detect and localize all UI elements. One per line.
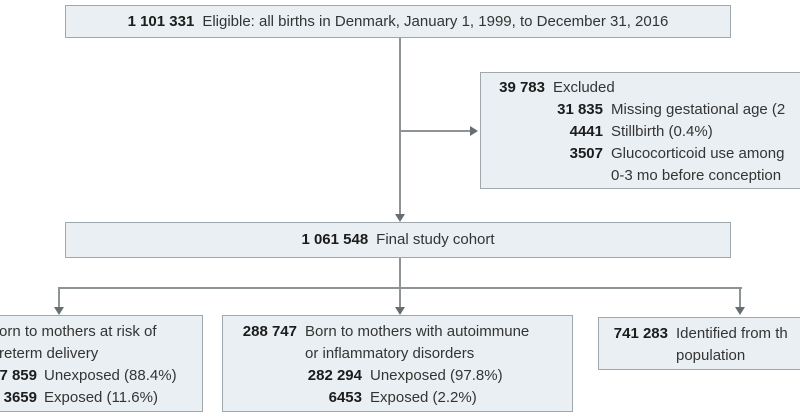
excluded-item-count: 31 835 (557, 101, 603, 118)
excluded-item-label: Stillbirth (0.4%) (611, 123, 713, 140)
background-population-label-line1: Identified from th (676, 325, 788, 342)
preterm-unexposed-label: Unexposed (88.4%) (44, 367, 177, 384)
connector-to-excluded (400, 130, 470, 132)
preterm-unexposed-count: 7 859 (0, 367, 37, 384)
arrow-right-icon (470, 126, 478, 136)
autoimmune-exposed-label: Exposed (2.2%) (370, 389, 477, 406)
excluded-item-continuation: 0-3 mo before conception (611, 167, 782, 184)
arrow-down-icon (395, 307, 405, 315)
eligible-box: 1 101 331 Eligible: all births in Denmar… (65, 5, 731, 38)
final-cohort-label: Final study cohort (376, 231, 495, 248)
excluded-item-label: Glucocorticoid use among (611, 145, 785, 162)
excluded-item-label: Missing gestational age (2 (611, 101, 786, 118)
excluded-box: 39 783 Excluded 31 835 Missing gestation… (480, 72, 800, 189)
preterm-risk-label-line1: orn to mothers at risk of (0, 323, 157, 340)
preterm-risk-label-line2: reterm delivery (0, 345, 99, 362)
connector-drop-middle (399, 288, 401, 307)
background-population-box: 741 283 Identified from th population (598, 317, 800, 370)
connector-top-to-final (399, 38, 401, 214)
excluded-item-row: 4441 Stillbirth (0.4%) (498, 121, 800, 143)
final-cohort-count: 1 061 548 (301, 231, 369, 248)
connector-drop-left (58, 288, 60, 307)
excluded-item-row: 31 835 Missing gestational age (2 (498, 99, 800, 121)
arrow-down-icon (54, 307, 64, 315)
excluded-label: Excluded (553, 79, 615, 96)
arrow-down-icon (735, 307, 745, 315)
autoimmune-label-line2: or inflammatory disorders (305, 345, 475, 362)
autoimmune-header-row: 288 747 Born to mothers with autoimmune (235, 321, 572, 343)
arrow-down-icon (395, 214, 405, 222)
preterm-risk-box: orn to mothers at risk of reterm deliver… (0, 315, 203, 412)
eligible-label: Eligible: all births in Denmark, January… (202, 12, 669, 30)
preterm-risk-row: 3659 Exposed (11.6%) (0, 387, 202, 409)
autoimmune-row: 282 294 Unexposed (97.8%) (235, 365, 572, 387)
excluded-header-row: 39 783 Excluded (498, 77, 800, 99)
autoimmune-box: 288 747 Born to mothers with autoimmune … (222, 315, 573, 412)
excluded-item-row: 3507 Glucocorticoid use among (498, 143, 800, 165)
preterm-exposed-count: 3659 (3, 389, 37, 406)
excluded-item-count: 3507 (569, 145, 603, 162)
autoimmune-count: 288 747 (242, 323, 297, 340)
preterm-exposed-label: Exposed (11.6%) (44, 389, 158, 406)
eligible-count: 1 101 331 (127, 12, 195, 30)
background-population-label-line2: population (676, 347, 746, 364)
final-cohort-box: 1 061 548 Final study cohort (65, 222, 731, 258)
background-population-count: 741 283 (613, 325, 668, 342)
connector-drop-right (739, 288, 741, 307)
autoimmune-unexposed-count: 282 294 (307, 367, 362, 384)
connector-final-stem (399, 258, 401, 288)
excluded-item-count: 4441 (569, 123, 603, 140)
autoimmune-unexposed-label: Unexposed (97.8%) (370, 367, 503, 384)
background-population-row: 741 283 Identified from th (608, 323, 800, 345)
preterm-risk-row: 7 859 Unexposed (88.4%) (0, 365, 202, 387)
excluded-count: 39 783 (499, 79, 545, 96)
autoimmune-exposed-count: 6453 (328, 389, 362, 406)
autoimmune-label-line1: Born to mothers with autoimmune (305, 323, 530, 340)
autoimmune-row: 6453 Exposed (2.2%) (235, 387, 572, 409)
